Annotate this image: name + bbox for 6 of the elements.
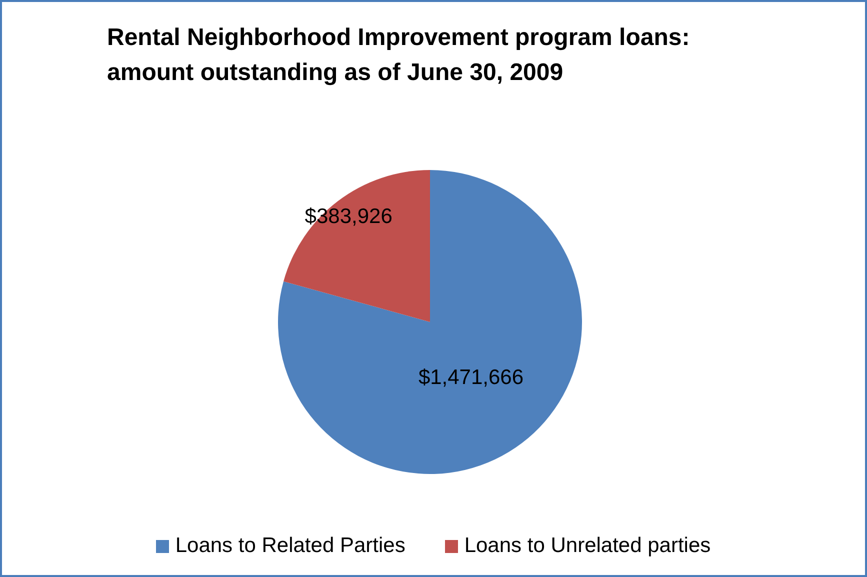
pie-slice bbox=[278, 170, 582, 474]
pie-slice bbox=[284, 170, 430, 322]
legend-label: Loans to Unrelated parties bbox=[464, 534, 711, 558]
chart-title: Rental Neighborhood Improvement program loans: amount outstanding as of June 30, 2009 bbox=[107, 23, 691, 88]
data-label: $1,471,666 bbox=[418, 366, 524, 389]
legend-label: Loans to Related Parties bbox=[175, 534, 406, 558]
